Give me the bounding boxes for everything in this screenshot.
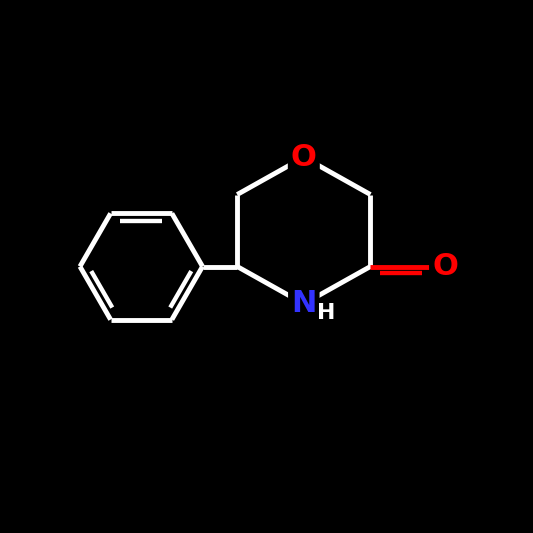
Text: H: H	[317, 303, 335, 324]
Text: N: N	[291, 289, 317, 318]
Text: O: O	[432, 252, 458, 281]
Text: O: O	[291, 143, 317, 172]
